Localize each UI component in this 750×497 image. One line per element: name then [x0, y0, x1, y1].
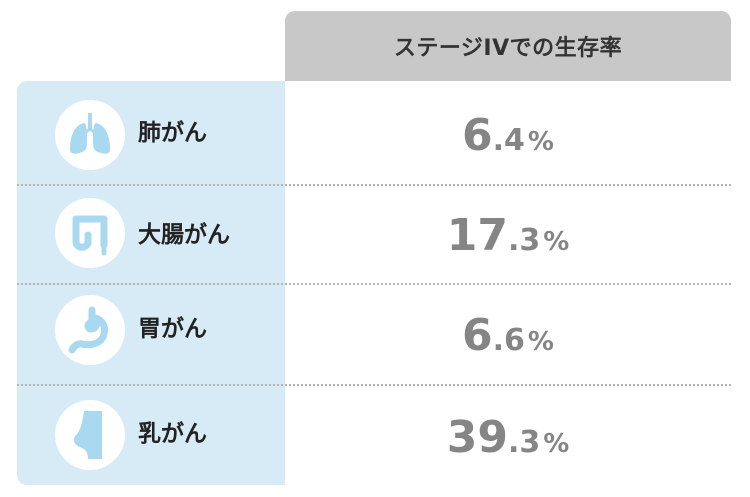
category-label: 乳がん	[138, 421, 207, 447]
column-header-title: ステージIVでの生存率	[393, 36, 623, 61]
lungs-icon	[55, 100, 125, 170]
data-value: 6.6%	[285, 311, 731, 370]
value-integer: 6	[462, 110, 493, 161]
category-label: 肺がん	[138, 120, 207, 146]
value-decimal: .6	[492, 323, 525, 358]
column-header: ステージIVでの生存率	[285, 11, 731, 81]
value-decimal: .3	[507, 223, 541, 258]
value-unit: %	[543, 429, 570, 459]
value-integer: 6	[462, 310, 493, 361]
row-divider	[17, 184, 731, 186]
intestine-icon	[55, 198, 125, 268]
value-unit: %	[527, 127, 554, 157]
row-divider	[17, 283, 731, 285]
data-value: 6.4%	[285, 111, 731, 170]
value-unit: %	[527, 327, 554, 357]
data-value: 17.3%	[285, 211, 731, 270]
data-value: 39.3%	[285, 413, 731, 472]
value-decimal: .4	[492, 123, 525, 158]
stomach-icon	[55, 295, 125, 365]
row-divider	[17, 384, 731, 386]
value-integer: 17	[446, 210, 508, 261]
category-label: 大腸がん	[138, 222, 230, 248]
value-decimal: .3	[507, 425, 541, 460]
value-integer: 39	[446, 412, 508, 463]
value-unit: %	[543, 227, 570, 257]
category-label: 胃がん	[138, 316, 207, 342]
breast-icon	[55, 400, 125, 470]
